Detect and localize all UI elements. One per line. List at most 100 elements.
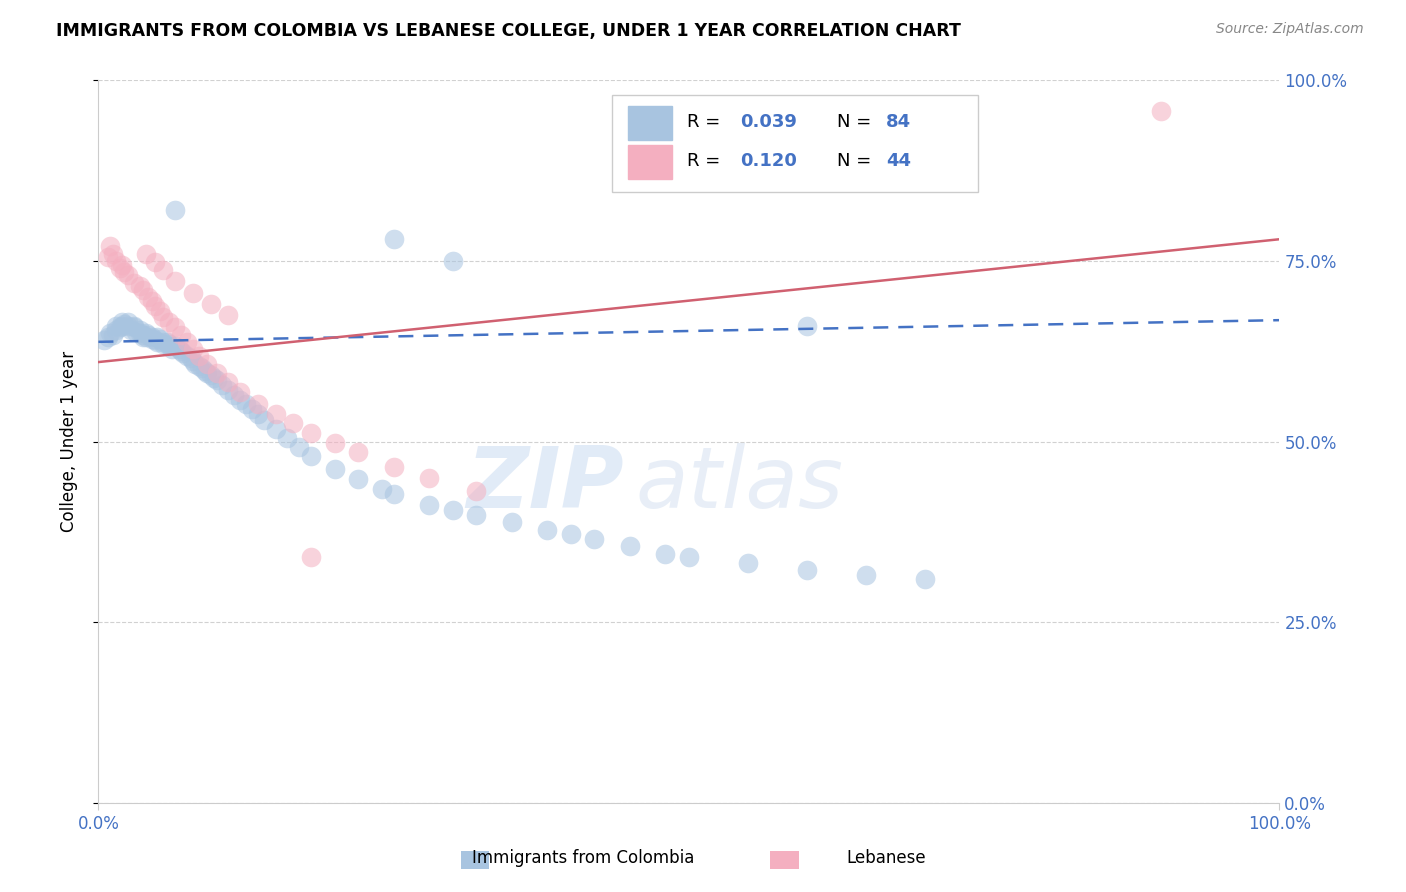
- Point: [299, 550, 322, 565]
- Point: [157, 315, 180, 329]
- Point: [157, 339, 180, 353]
- Point: [465, 508, 488, 523]
- Point: [200, 368, 222, 382]
- Point: [347, 472, 370, 486]
- Text: N =: N =: [837, 153, 876, 170]
- Point: [229, 385, 252, 400]
- Point: [136, 327, 159, 342]
- Point: [205, 366, 228, 380]
- FancyBboxPatch shape: [612, 95, 979, 193]
- Point: [149, 332, 172, 346]
- Text: N =: N =: [837, 113, 876, 131]
- Point: [132, 327, 155, 342]
- Point: [264, 421, 287, 435]
- Point: [382, 459, 405, 474]
- Point: [160, 342, 183, 356]
- Point: [347, 445, 370, 459]
- Point: [217, 376, 239, 390]
- Point: [117, 268, 139, 283]
- Point: [143, 299, 166, 313]
- Point: [1150, 103, 1173, 118]
- Point: [111, 258, 134, 272]
- Point: [152, 262, 174, 277]
- Point: [128, 279, 150, 293]
- Point: [112, 318, 135, 332]
- Point: [418, 470, 440, 484]
- Point: [136, 290, 159, 304]
- Point: [132, 330, 155, 344]
- Point: [371, 482, 394, 496]
- Point: [165, 274, 187, 288]
- Text: Lebanese: Lebanese: [846, 849, 925, 867]
- Point: [111, 315, 134, 329]
- Point: [187, 359, 209, 373]
- Point: [152, 310, 174, 325]
- Text: R =: R =: [686, 153, 725, 170]
- Point: [654, 547, 676, 561]
- Text: Source: ZipAtlas.com: Source: ZipAtlas.com: [1216, 22, 1364, 37]
- Point: [97, 250, 120, 264]
- Point: [111, 318, 134, 333]
- Point: [146, 330, 169, 344]
- Point: [855, 568, 877, 582]
- Text: Immigrants from Colombia: Immigrants from Colombia: [472, 849, 695, 867]
- Point: [382, 486, 405, 500]
- Point: [165, 203, 187, 218]
- Point: [283, 417, 305, 431]
- Point: [382, 232, 405, 246]
- Point: [246, 397, 269, 411]
- Point: [141, 332, 163, 346]
- Point: [122, 276, 145, 290]
- Point: [141, 293, 163, 308]
- Point: [224, 387, 246, 401]
- Point: [235, 397, 257, 411]
- Point: [418, 498, 440, 512]
- Point: [105, 318, 128, 333]
- Point: [128, 326, 150, 340]
- Point: [98, 326, 121, 340]
- Point: [170, 344, 193, 359]
- FancyBboxPatch shape: [627, 145, 672, 179]
- Point: [246, 407, 269, 421]
- Point: [181, 353, 204, 368]
- Point: [149, 304, 172, 318]
- Point: [152, 334, 174, 349]
- Point: [117, 318, 139, 333]
- Point: [796, 563, 818, 577]
- Text: ZIP: ZIP: [467, 443, 624, 526]
- Point: [165, 339, 187, 353]
- Point: [299, 425, 322, 440]
- Point: [101, 327, 124, 342]
- Point: [264, 407, 287, 421]
- Point: [141, 330, 163, 344]
- Point: [536, 523, 558, 537]
- Point: [135, 330, 157, 344]
- Point: [98, 239, 121, 253]
- Point: [97, 330, 120, 344]
- Text: 44: 44: [886, 153, 911, 170]
- Point: [200, 297, 222, 311]
- Point: [176, 334, 198, 349]
- Point: [143, 334, 166, 348]
- Point: [276, 431, 298, 445]
- Point: [560, 527, 582, 541]
- Text: IMMIGRANTS FROM COLOMBIA VS LEBANESE COLLEGE, UNDER 1 YEAR CORRELATION CHART: IMMIGRANTS FROM COLOMBIA VS LEBANESE COL…: [56, 22, 962, 40]
- Point: [205, 373, 228, 387]
- Point: [253, 413, 276, 427]
- Text: atlas: atlas: [636, 443, 844, 526]
- Point: [112, 265, 135, 279]
- Point: [108, 320, 131, 334]
- Point: [187, 349, 209, 363]
- Point: [184, 357, 207, 371]
- Point: [108, 261, 131, 276]
- Point: [117, 315, 139, 329]
- Text: 0.039: 0.039: [740, 113, 797, 131]
- Point: [501, 516, 523, 530]
- Point: [143, 255, 166, 269]
- Point: [195, 357, 218, 371]
- Point: [217, 383, 239, 397]
- FancyBboxPatch shape: [627, 105, 672, 140]
- Point: [156, 334, 179, 349]
- Point: [167, 342, 190, 356]
- Point: [93, 334, 115, 348]
